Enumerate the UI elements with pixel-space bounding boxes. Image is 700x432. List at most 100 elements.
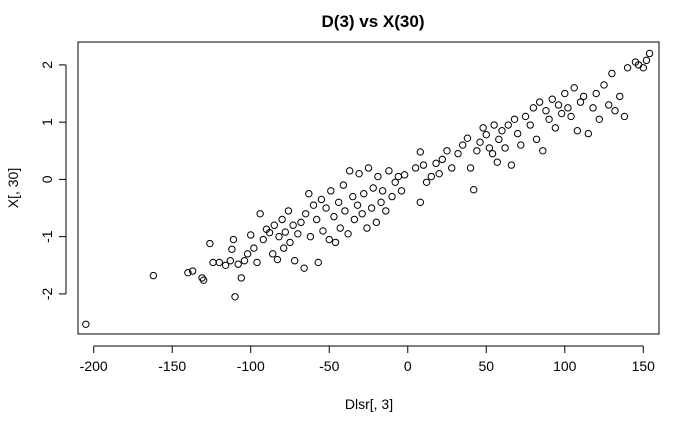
data-point [567, 112, 575, 121]
data-points [82, 49, 654, 328]
data-point [394, 172, 403, 181]
plot-frame [77, 41, 660, 335]
data-point [228, 245, 236, 253]
data-point [363, 224, 371, 232]
data-point [620, 112, 629, 121]
data-point [289, 221, 297, 229]
data-point [297, 218, 305, 227]
data-point [344, 230, 352, 238]
data-point [317, 195, 326, 204]
data-point [360, 190, 368, 198]
data-point [309, 201, 318, 209]
data-point [280, 244, 288, 252]
data-point [416, 148, 425, 156]
data-point [579, 92, 588, 101]
data-point [400, 171, 409, 179]
data-point [600, 81, 608, 89]
chart-title: D(3) vs X(30) [322, 12, 425, 31]
data-point [490, 121, 498, 129]
data-point [488, 149, 497, 158]
data-point [616, 92, 624, 101]
x-axis-label: Dlsr[, 3] [345, 396, 393, 412]
data-point [265, 228, 274, 237]
data-point [476, 138, 484, 146]
data-point [454, 149, 462, 158]
data-point [290, 257, 299, 265]
data-point [485, 144, 494, 152]
data-point [331, 238, 340, 247]
data-point [314, 258, 322, 267]
data-point [510, 115, 519, 123]
data-point [300, 264, 308, 272]
data-point [82, 320, 90, 328]
data-point [595, 115, 604, 123]
data-point [459, 141, 467, 149]
data-point [542, 107, 550, 115]
x-tick-label: 50 [478, 358, 494, 374]
data-point [336, 224, 344, 232]
data-point [229, 235, 238, 244]
data-point [325, 235, 333, 244]
data-point [388, 192, 396, 201]
data-point [385, 167, 393, 175]
data-point [353, 201, 362, 209]
data-point [639, 64, 647, 72]
x-tick-label: 0 [404, 358, 412, 374]
data-point [231, 293, 239, 301]
x-axis: -200 -150 -100 -50 0 50 100 150 [80, 345, 655, 374]
data-point [349, 192, 357, 201]
data-point [608, 69, 616, 78]
data-point [306, 232, 315, 241]
data-point [554, 101, 563, 109]
y-tick-label: 2 [39, 61, 55, 69]
data-point [493, 158, 501, 166]
data-point [473, 147, 481, 155]
data-point [645, 49, 654, 58]
data-point [334, 198, 343, 207]
data-point [188, 267, 197, 275]
data-point [367, 204, 376, 212]
data-point [435, 169, 443, 178]
data-point [513, 129, 522, 138]
data-point [584, 129, 593, 138]
data-point [438, 155, 447, 164]
data-point [573, 127, 582, 135]
data-point [199, 276, 208, 284]
data-point [215, 258, 224, 267]
y-axis-label: X[, 30] [5, 168, 21, 208]
x-tick-label: -50 [319, 358, 339, 374]
data-point [312, 215, 321, 224]
data-point [372, 218, 381, 227]
x-tick-label: -200 [80, 358, 108, 374]
data-point [576, 98, 585, 106]
data-point [521, 112, 530, 121]
data-point [448, 164, 456, 172]
data-point [526, 121, 534, 129]
data-point [237, 274, 246, 282]
data-point [623, 64, 632, 72]
x-tick-label: 100 [553, 358, 577, 374]
data-point [284, 207, 293, 215]
data-point [529, 104, 538, 112]
data-point [501, 144, 509, 152]
data-point [561, 89, 569, 98]
y-tick-label: -2 [39, 287, 55, 300]
data-point [286, 238, 294, 247]
data-point [391, 178, 399, 186]
data-point [341, 207, 349, 215]
data-point [504, 121, 512, 129]
data-point [377, 198, 385, 207]
data-point [234, 260, 242, 268]
data-point [369, 184, 377, 192]
data-point [256, 210, 264, 218]
data-point [294, 230, 302, 238]
data-point [253, 258, 261, 267]
data-point [247, 231, 255, 239]
data-point [605, 101, 613, 109]
data-point [305, 190, 313, 198]
data-point [374, 172, 382, 181]
data-point [545, 115, 553, 123]
data-point [564, 104, 572, 112]
data-point [463, 134, 472, 142]
